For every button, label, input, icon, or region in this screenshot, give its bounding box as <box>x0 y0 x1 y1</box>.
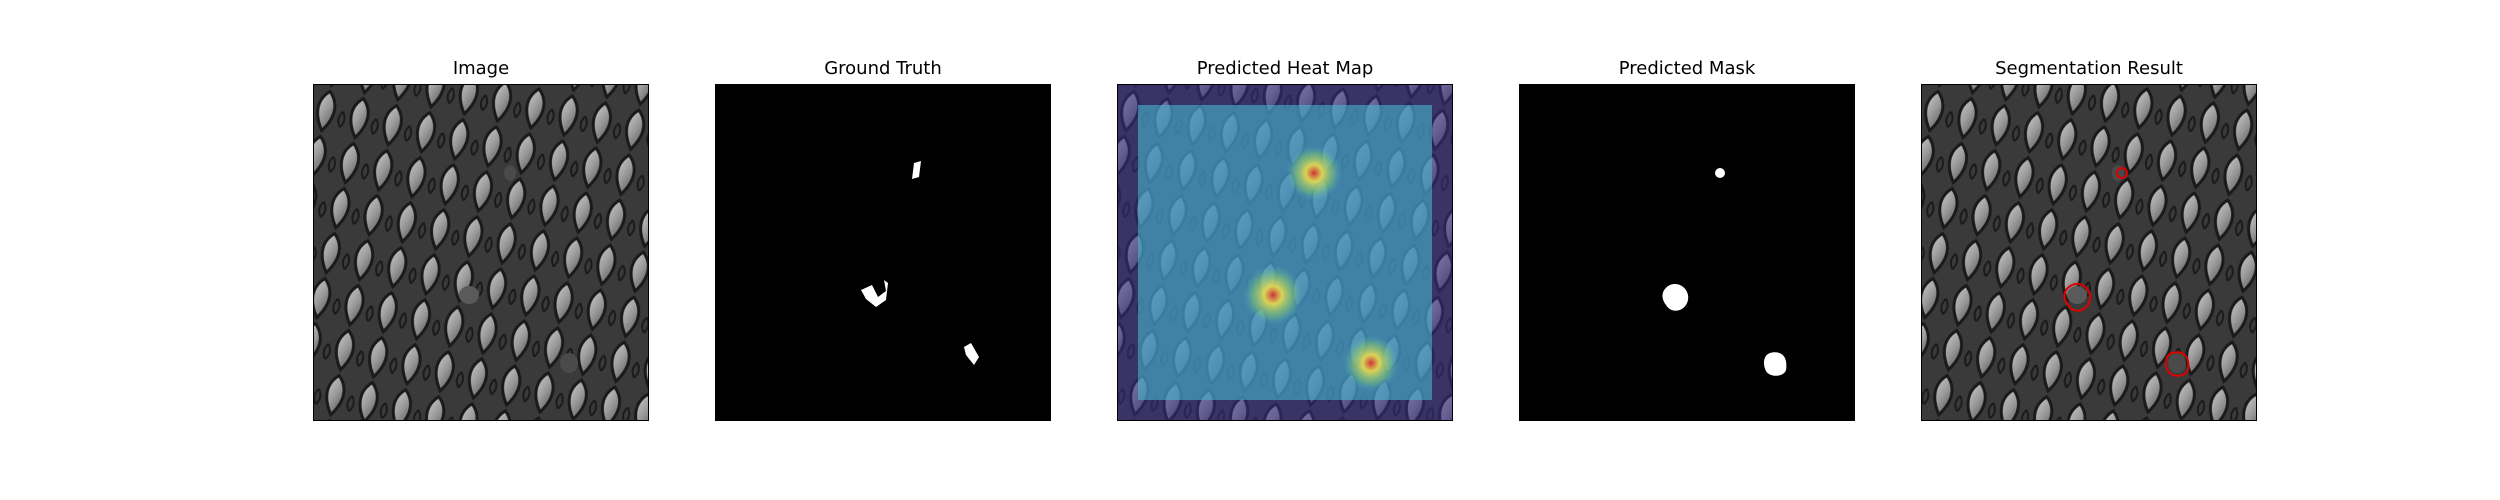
panel-title-segmentation: Segmentation Result <box>1995 58 2183 79</box>
input-image-panel <box>313 84 649 421</box>
segmentation-result-panel <box>1921 84 2257 421</box>
panel-title-heatmap: Predicted Heat Map <box>1196 58 1374 79</box>
predicted-mask-panel <box>1519 84 1855 421</box>
panel-title-image: Image <box>452 58 510 79</box>
panel-title-mask: Predicted Mask <box>1618 58 1756 79</box>
panel-title-ground-truth: Ground Truth <box>824 58 942 79</box>
ground-truth-panel <box>715 84 1051 421</box>
heatmap-panel <box>1117 84 1453 421</box>
